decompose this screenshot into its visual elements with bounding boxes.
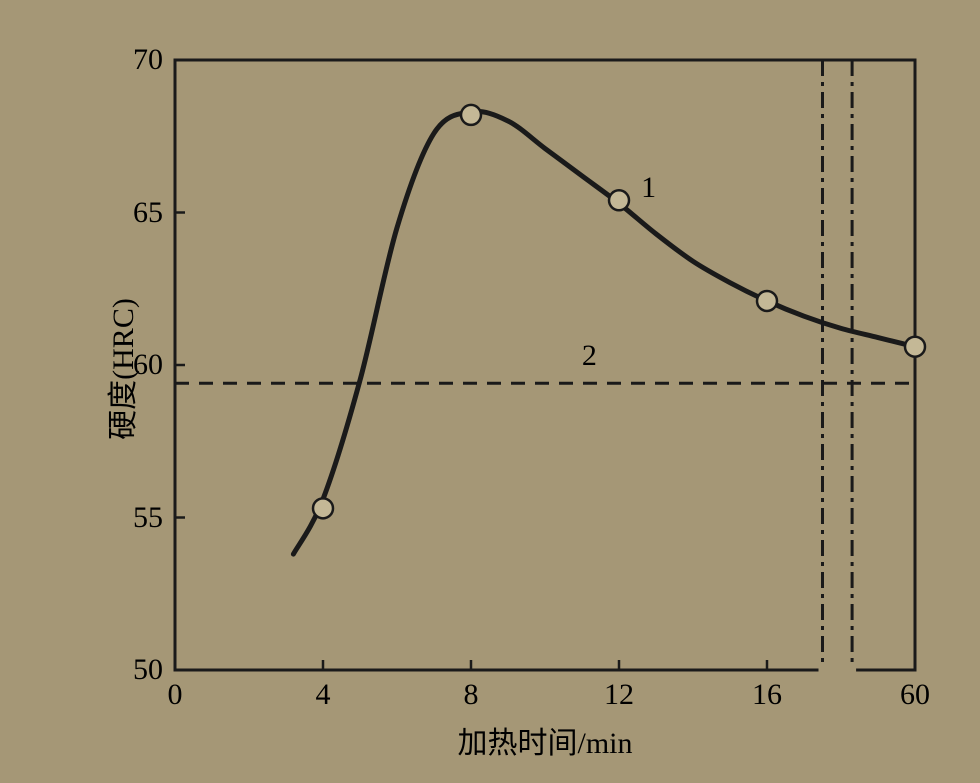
y-tick-label: 55 [133, 501, 163, 535]
x-tick-label: 8 [441, 678, 501, 712]
series-label-2: 2 [569, 339, 609, 373]
x-tick-label: 0 [145, 678, 205, 712]
series-label-1: 1 [629, 171, 669, 205]
x-tick-label: 60 [885, 678, 945, 712]
y-tick-label: 65 [133, 196, 163, 230]
y-tick-label: 60 [133, 348, 163, 382]
x-axis-label: 加热时间/min [425, 718, 665, 762]
x-tick-label: 16 [737, 678, 797, 712]
y-tick-label: 70 [133, 43, 163, 77]
x-tick-label: 4 [293, 678, 353, 712]
hardness-chart: 硬度(HRC) 加热时间/min 505560657004812166012 [0, 0, 980, 783]
x-tick-label: 12 [589, 678, 649, 712]
